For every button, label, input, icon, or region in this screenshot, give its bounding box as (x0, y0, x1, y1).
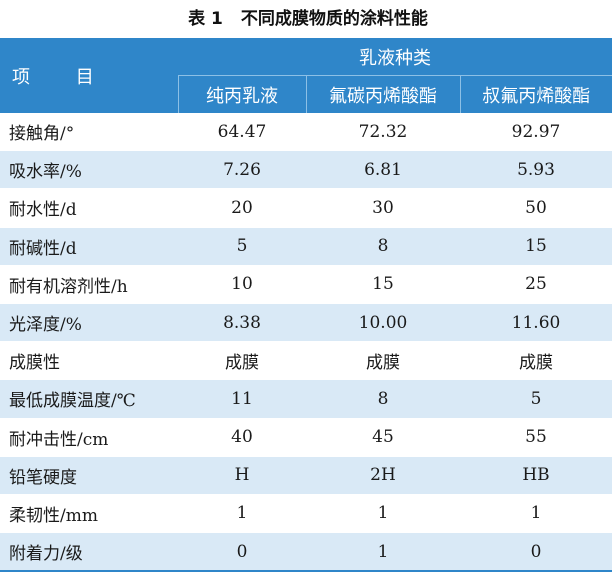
table-cell: 1 (460, 494, 612, 534)
table-row: 柔韧性/mm 1 1 1 (0, 494, 612, 534)
table-cell: 成膜 (460, 341, 612, 381)
table-title: 不同成膜物质的涂料性能 (240, 9, 428, 29)
table-cell: 5 (178, 227, 306, 266)
table-row: 接触角/° 64.47 72.32 92.97 (0, 113, 612, 152)
table-cell: 成膜 (178, 341, 306, 381)
table-cell: 30 (306, 188, 460, 228)
table-cell: 6.81 (306, 150, 460, 190)
table-cell: 11 (178, 379, 306, 419)
row-label: 成膜性 (0, 341, 178, 381)
table-cell: 11.60 (460, 303, 612, 343)
row-label: 铅笔硬度 (0, 456, 178, 495)
table-cell: 1 (306, 532, 460, 573)
table-cell: 50 (460, 188, 612, 228)
header-col: 纯丙乳液 (177, 75, 306, 113)
header-item: 项 目 (0, 38, 178, 113)
table-cell: 5.93 (460, 150, 612, 190)
table-body: 接触角/° 64.47 72.32 92.97 吸水率/% 7.26 6.81 5.93 耐水性… (0, 113, 612, 573)
table-cell: 10 (178, 265, 306, 304)
table-number: 表 1 (188, 9, 223, 29)
table-row: 耐冲击性/cm 40 45 55 (0, 418, 612, 457)
table-cell: 64.47 (178, 113, 306, 152)
table-cell: 15 (460, 227, 612, 266)
table-cell: 10.00 (306, 303, 460, 343)
header-col: 叔氟丙烯酸酯 (459, 75, 612, 113)
table-row: 光泽度/% 8.38 10.00 11.60 (0, 303, 612, 343)
table-cell: 7.26 (178, 150, 306, 190)
table-cell: 25 (460, 265, 612, 304)
table-cell: 15 (306, 265, 460, 304)
row-label: 吸水率/% (0, 150, 178, 190)
properties-table: 项 目 乳液种类 纯丙乳液 氟碳丙烯酸酯 叔氟丙烯酸酯 接触角/° 64.47 72… (0, 38, 612, 573)
table-cell: 20 (178, 188, 306, 228)
table-cell: 成膜 (306, 341, 460, 381)
table-cell: 0 (178, 532, 306, 573)
table-row: 最低成膜温度/℃ 11 8 5 (0, 379, 612, 419)
table-cell: 92.97 (460, 113, 612, 152)
row-label: 接触角/° (0, 113, 178, 152)
header-col: 氟碳丙烯酸酯 (305, 75, 460, 113)
table-cell: 8 (306, 379, 460, 419)
table-row: 成膜性 成膜 成膜 成膜 (0, 341, 612, 381)
header-emulsion-type: 乳液种类 (178, 38, 612, 76)
table-cell: 5 (460, 379, 612, 419)
row-label: 最低成膜温度/℃ (0, 379, 178, 419)
table-header: 项 目 乳液种类 纯丙乳液 氟碳丙烯酸酯 叔氟丙烯酸酯 (0, 38, 612, 113)
row-label: 耐水性/d (0, 188, 178, 228)
table-cell: 45 (306, 418, 460, 457)
table-cell: 8.38 (178, 303, 306, 343)
table-cell: 40 (178, 418, 306, 457)
table-caption: 表 1 不同成膜物质的涂料性能 (0, 0, 612, 38)
row-label: 柔韧性/mm (0, 494, 178, 534)
table-row: 吸水率/% 7.26 6.81 5.93 (0, 150, 612, 190)
table-row: 铅笔硬度 H 2H HB (0, 456, 612, 495)
table-cell: 55 (460, 418, 612, 457)
row-label: 耐冲击性/cm (0, 418, 178, 457)
row-label: 耐有机溶剂性/h (0, 265, 178, 304)
table-cell: 0 (460, 532, 612, 573)
table-cell: HB (460, 456, 612, 495)
table-row: 附着力/级 0 1 0 (0, 532, 612, 573)
table-cell: 2H (306, 456, 460, 495)
table-cell: 1 (178, 494, 306, 534)
table-row: 耐水性/d 20 30 50 (0, 188, 612, 228)
table-cell: H (178, 456, 306, 495)
table-cell: 8 (306, 227, 460, 266)
row-label: 耐碱性/d (0, 227, 178, 266)
table-cell: 1 (306, 494, 460, 534)
table-row: 耐碱性/d 5 8 15 (0, 227, 612, 266)
table-cell: 72.32 (306, 113, 460, 152)
table-row: 耐有机溶剂性/h 10 15 25 (0, 265, 612, 304)
row-label: 光泽度/% (0, 303, 178, 343)
row-label: 附着力/级 (0, 532, 178, 573)
